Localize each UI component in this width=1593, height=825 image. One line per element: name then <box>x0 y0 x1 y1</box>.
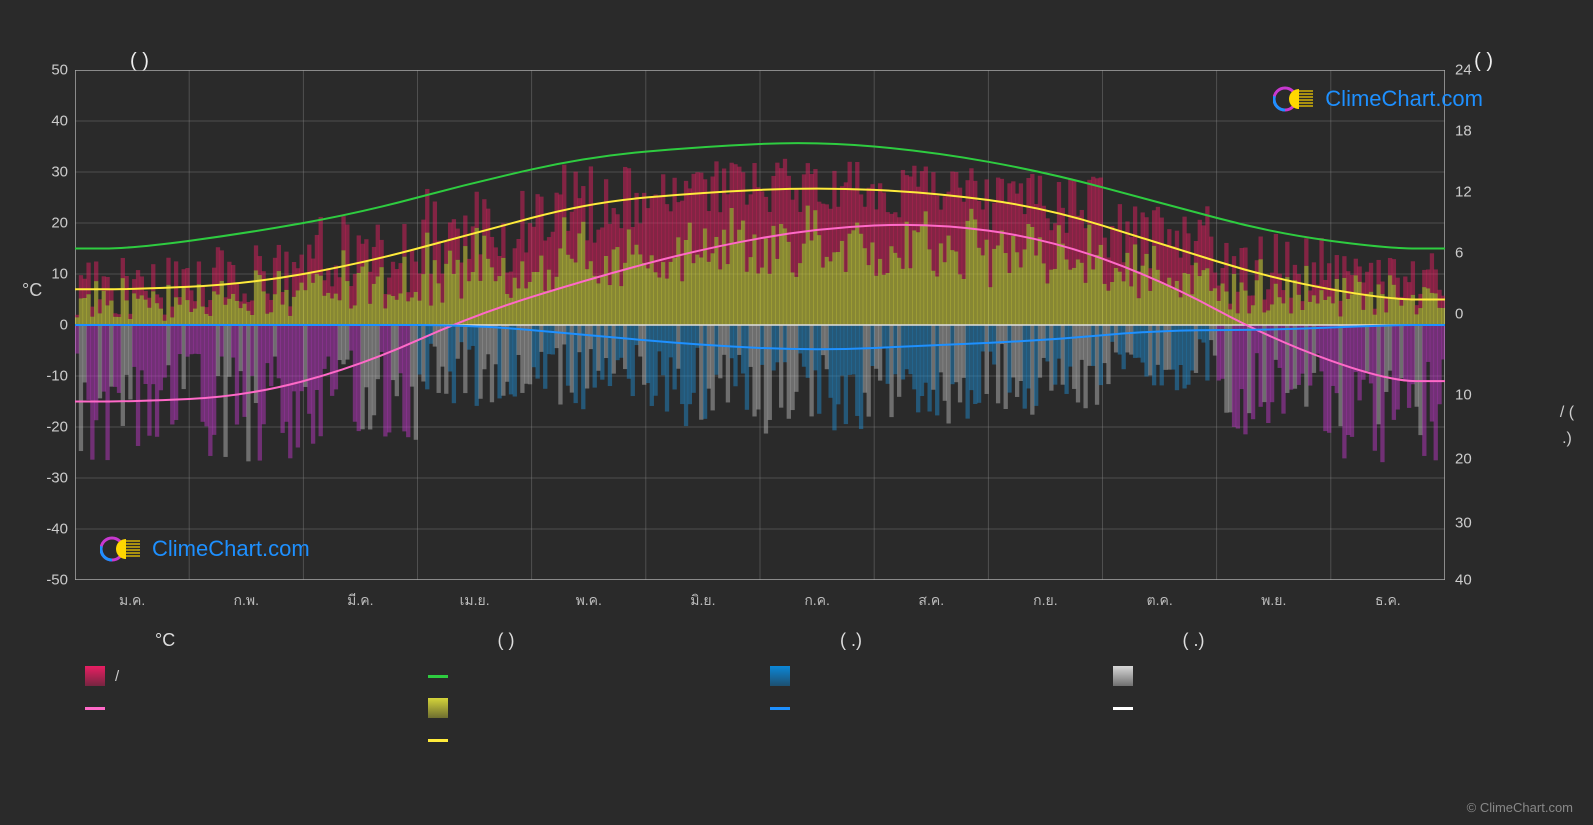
legend-swatch <box>428 739 448 742</box>
legend-swatch <box>85 707 105 710</box>
x-tick: มี.ค. <box>347 590 373 612</box>
x-tick: ต.ค. <box>1147 590 1173 612</box>
legend-swatch <box>1113 707 1133 710</box>
y-left-tick: 0 <box>60 317 68 334</box>
legend-item: / <box>75 663 418 689</box>
copyright-text: © ClimeChart.com <box>1467 800 1573 815</box>
y-right-tick: 12 <box>1455 184 1472 201</box>
y-left-tick: 50 <box>51 62 68 79</box>
y-left-tick: -20 <box>46 419 68 436</box>
legend-swatch <box>428 698 448 718</box>
legend: °C( )( .)( .)/ <box>75 630 1445 753</box>
y-left-tick: -40 <box>46 521 68 538</box>
legend-item <box>418 695 761 721</box>
legend-swatch <box>85 666 105 686</box>
legend-item <box>760 727 1103 753</box>
x-tick: ส.ค. <box>918 590 944 612</box>
logo-icon <box>100 535 142 563</box>
x-tick: ก.พ. <box>234 590 259 612</box>
y-right-tick: 40 <box>1455 572 1472 589</box>
y-left-tick: -10 <box>46 368 68 385</box>
x-tick: เม.ย. <box>460 590 490 612</box>
watermark-text: ClimeChart.com <box>152 536 310 562</box>
y-right-tick: 20 <box>1455 451 1472 468</box>
x-tick: ม.ค. <box>119 590 145 612</box>
y-left-tick: 30 <box>51 164 68 181</box>
y-axis-right-label: / ( .) <box>1557 400 1577 451</box>
watermark-bottom: ClimeChart.com <box>100 535 310 563</box>
legend-swatch <box>770 707 790 710</box>
legend-item <box>418 663 761 689</box>
legend-item <box>75 727 418 753</box>
climate-chart-svg <box>75 70 1445 580</box>
legend-header: ( .) <box>1103 630 1446 651</box>
legend-item <box>1103 663 1446 689</box>
chart-title-right: ( ) <box>1474 50 1493 73</box>
y-axis-left-label: °C <box>22 280 42 301</box>
legend-item <box>760 663 1103 689</box>
y-right-tick: 24 <box>1455 62 1472 79</box>
y-right-tick: 10 <box>1455 387 1472 404</box>
legend-swatch <box>428 675 448 678</box>
logo-icon <box>1273 85 1315 113</box>
legend-swatch <box>770 666 790 686</box>
legend-item <box>1103 695 1446 721</box>
y-left-tick: 20 <box>51 215 68 232</box>
legend-label: / <box>115 668 119 685</box>
x-tick: ก.ค. <box>804 590 830 612</box>
x-tick: มิ.ย. <box>690 590 715 612</box>
chart-plot-area <box>75 70 1445 580</box>
x-tick: ธ.ค. <box>1375 590 1401 612</box>
watermark-top: ClimeChart.com <box>1273 85 1483 113</box>
x-tick: ก.ย. <box>1033 590 1057 612</box>
watermark-text: ClimeChart.com <box>1325 86 1483 112</box>
legend-item <box>418 727 761 753</box>
legend-item <box>75 695 418 721</box>
legend-item <box>760 695 1103 721</box>
y-right-tick: 6 <box>1455 245 1463 262</box>
x-tick: พ.ย. <box>1261 590 1286 612</box>
y-left-tick: -30 <box>46 470 68 487</box>
legend-header: ( ) <box>418 630 761 651</box>
y-right-tick: 30 <box>1455 515 1472 532</box>
legend-swatch <box>1113 666 1133 686</box>
legend-header: ( .) <box>760 630 1103 651</box>
y-left-tick: 10 <box>51 266 68 283</box>
y-left-tick: -50 <box>46 572 68 589</box>
y-right-tick: 18 <box>1455 123 1472 140</box>
x-tick: พ.ค. <box>576 590 602 612</box>
y-left-tick: 40 <box>51 113 68 130</box>
y-right-tick: 0 <box>1455 306 1463 323</box>
legend-item <box>1103 727 1446 753</box>
legend-header: °C <box>75 630 418 651</box>
